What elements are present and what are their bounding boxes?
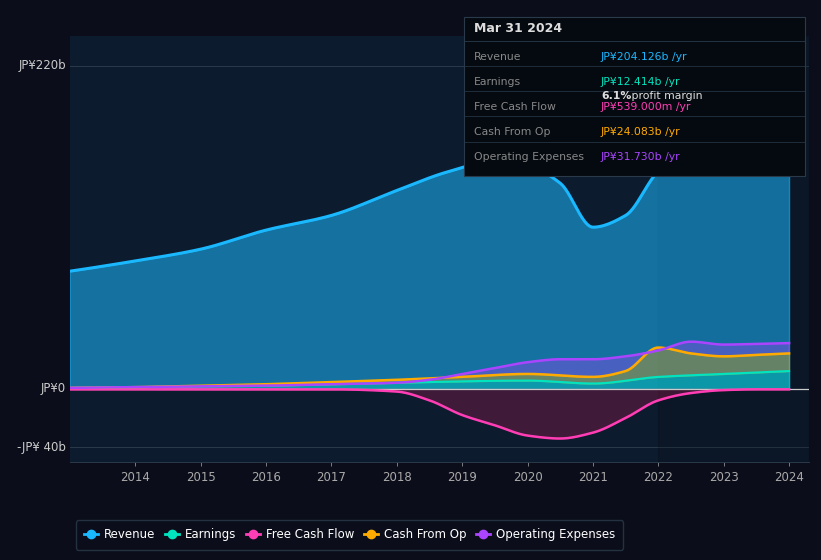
- Bar: [658, 36, 809, 462]
- Text: JP¥539.000m /yr: JP¥539.000m /yr: [601, 102, 691, 112]
- Text: Free Cash Flow: Free Cash Flow: [474, 102, 556, 112]
- Text: Operating Expenses: Operating Expenses: [474, 152, 584, 162]
- Text: JP¥31.730b /yr: JP¥31.730b /yr: [601, 152, 681, 162]
- Text: JP¥0: JP¥0: [41, 382, 66, 395]
- Text: JP¥220b: JP¥220b: [18, 59, 66, 72]
- Text: JP¥12.414b /yr: JP¥12.414b /yr: [601, 77, 681, 87]
- Text: Revenue: Revenue: [474, 52, 521, 62]
- Text: Cash From Op: Cash From Op: [474, 127, 550, 137]
- Text: Earnings: Earnings: [474, 77, 521, 87]
- Text: -JP¥ 40b: -JP¥ 40b: [17, 441, 66, 454]
- Text: 6.1%: 6.1%: [601, 91, 631, 101]
- Text: JP¥24.083b /yr: JP¥24.083b /yr: [601, 127, 681, 137]
- Legend: Revenue, Earnings, Free Cash Flow, Cash From Op, Operating Expenses: Revenue, Earnings, Free Cash Flow, Cash …: [76, 520, 623, 550]
- Text: profit margin: profit margin: [628, 91, 703, 101]
- Text: Mar 31 2024: Mar 31 2024: [474, 22, 562, 35]
- Text: JP¥204.126b /yr: JP¥204.126b /yr: [601, 52, 687, 62]
